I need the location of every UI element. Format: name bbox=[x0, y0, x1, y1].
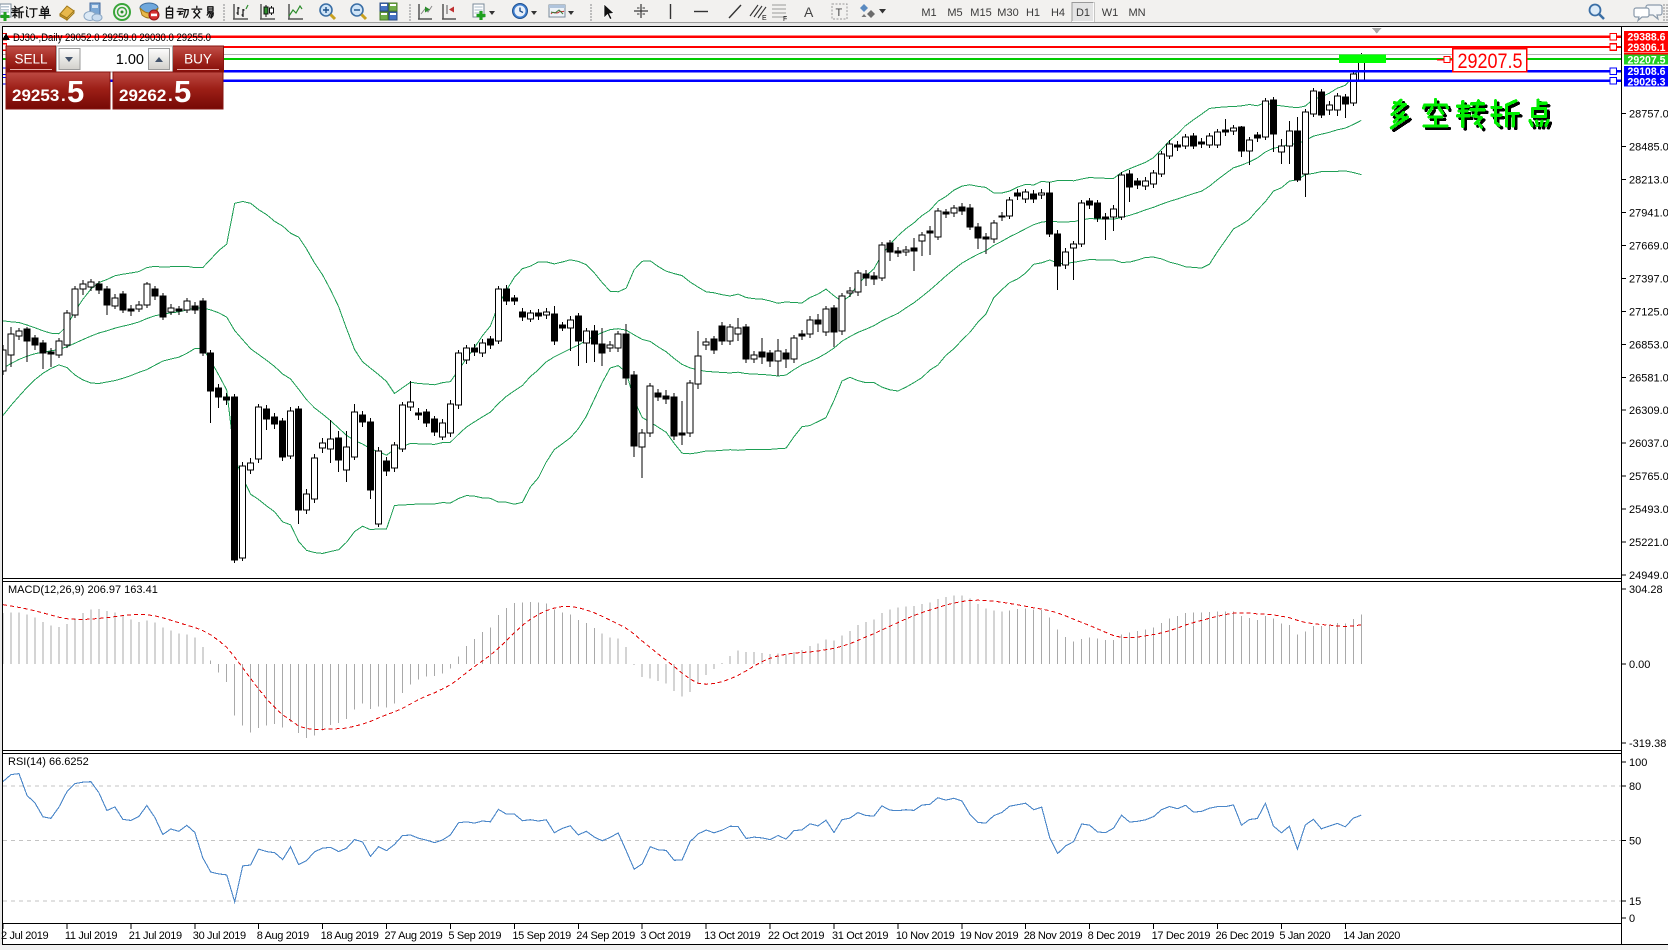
svg-text:5: 5 bbox=[67, 74, 84, 109]
svg-text:-319.38: -319.38 bbox=[1629, 738, 1666, 750]
svg-text:26309.0: 26309.0 bbox=[1629, 405, 1668, 417]
svg-text:29207.5: 29207.5 bbox=[1628, 54, 1666, 66]
svg-text:E: E bbox=[762, 15, 767, 22]
svg-text:27941.0: 27941.0 bbox=[1629, 207, 1668, 219]
svg-text:H4: H4 bbox=[1051, 7, 1065, 19]
svg-text:21 Jul 2019: 21 Jul 2019 bbox=[129, 930, 182, 942]
svg-text:0: 0 bbox=[1629, 913, 1635, 925]
svg-text:27669.0: 27669.0 bbox=[1629, 240, 1668, 252]
svg-text:13 Oct 2019: 13 Oct 2019 bbox=[704, 930, 760, 942]
svg-text:.: . bbox=[168, 86, 173, 105]
svg-text:5 Jan 2020: 5 Jan 2020 bbox=[1279, 930, 1330, 942]
svg-text:22 Oct 2019: 22 Oct 2019 bbox=[768, 930, 824, 942]
svg-text:26 Dec 2019: 26 Dec 2019 bbox=[1216, 930, 1275, 942]
svg-text:27397.0: 27397.0 bbox=[1629, 273, 1668, 285]
svg-text:17 Dec 2019: 17 Dec 2019 bbox=[1152, 930, 1211, 942]
svg-text:T: T bbox=[836, 7, 843, 19]
svg-text:29388.6: 29388.6 bbox=[1628, 32, 1666, 44]
svg-text:29026.3: 29026.3 bbox=[1628, 77, 1666, 89]
svg-text:80: 80 bbox=[1629, 781, 1641, 793]
svg-text:1.00: 1.00 bbox=[116, 52, 144, 68]
svg-text:MACD(12,26,9) 206.97 163.41: MACD(12,26,9) 206.97 163.41 bbox=[8, 584, 158, 596]
svg-text:19 Nov 2019: 19 Nov 2019 bbox=[960, 930, 1019, 942]
svg-text:M5: M5 bbox=[947, 7, 962, 19]
svg-text:10 Nov 2019: 10 Nov 2019 bbox=[896, 930, 955, 942]
svg-text:8 Dec 2019: 8 Dec 2019 bbox=[1088, 930, 1141, 942]
svg-text:SELL: SELL bbox=[14, 52, 48, 67]
svg-text:30 Jul 2019: 30 Jul 2019 bbox=[193, 930, 246, 942]
svg-text:RSI(14) 66.6252: RSI(14) 66.6252 bbox=[8, 756, 89, 768]
svg-text:29262: 29262 bbox=[119, 86, 166, 105]
svg-text:26581.0: 26581.0 bbox=[1629, 372, 1668, 384]
svg-text:2 Jul 2019: 2 Jul 2019 bbox=[1, 930, 48, 942]
svg-text:11 Jul 2019: 11 Jul 2019 bbox=[65, 930, 117, 942]
svg-text:25765.0: 25765.0 bbox=[1629, 471, 1668, 483]
svg-text:3 Oct 2019: 3 Oct 2019 bbox=[640, 930, 691, 942]
svg-text:D1: D1 bbox=[1076, 7, 1090, 19]
svg-text:25493.0: 25493.0 bbox=[1629, 504, 1668, 516]
svg-text:5: 5 bbox=[174, 74, 191, 109]
svg-text:304.28: 304.28 bbox=[1629, 584, 1663, 596]
svg-text:50: 50 bbox=[1629, 836, 1641, 848]
svg-text:29253: 29253 bbox=[12, 86, 59, 105]
svg-text:29207.5: 29207.5 bbox=[1458, 49, 1523, 73]
svg-text:100: 100 bbox=[1629, 757, 1647, 769]
svg-text:27125.0: 27125.0 bbox=[1629, 306, 1668, 318]
svg-text:M1: M1 bbox=[921, 7, 936, 19]
svg-text:29108.6: 29108.6 bbox=[1628, 66, 1666, 78]
svg-text:31 Oct 2019: 31 Oct 2019 bbox=[832, 930, 888, 942]
svg-text:F: F bbox=[783, 16, 787, 23]
svg-text:26853.0: 26853.0 bbox=[1629, 339, 1668, 351]
svg-text:5 Sep 2019: 5 Sep 2019 bbox=[448, 930, 501, 942]
svg-text:8 Aug 2019: 8 Aug 2019 bbox=[257, 930, 309, 942]
svg-text:0.00: 0.00 bbox=[1629, 659, 1650, 671]
svg-text:28 Nov 2019: 28 Nov 2019 bbox=[1024, 930, 1083, 942]
svg-text:MN: MN bbox=[1128, 7, 1145, 19]
svg-text:29306.1: 29306.1 bbox=[1628, 42, 1666, 54]
svg-text:15: 15 bbox=[1629, 896, 1641, 908]
svg-text:BUY: BUY bbox=[184, 52, 212, 67]
svg-text:28213.0: 28213.0 bbox=[1629, 174, 1668, 186]
svg-text:14 Jan 2020: 14 Jan 2020 bbox=[1343, 930, 1400, 942]
svg-text:.: . bbox=[61, 86, 66, 105]
svg-text:A: A bbox=[804, 4, 814, 20]
svg-text:26037.0: 26037.0 bbox=[1629, 438, 1668, 450]
svg-text:H1: H1 bbox=[1026, 7, 1040, 19]
svg-text:28757.0: 28757.0 bbox=[1629, 109, 1668, 121]
svg-text:M30: M30 bbox=[997, 7, 1018, 19]
svg-text:M15: M15 bbox=[970, 7, 991, 19]
svg-text:24 Sep 2019: 24 Sep 2019 bbox=[576, 930, 635, 942]
svg-text:24949.0: 24949.0 bbox=[1629, 570, 1668, 582]
svg-text:18 Aug 2019: 18 Aug 2019 bbox=[321, 930, 379, 942]
svg-text:28485.0: 28485.0 bbox=[1629, 142, 1668, 154]
svg-text:W1: W1 bbox=[1102, 7, 1119, 19]
svg-text:25221.0: 25221.0 bbox=[1629, 537, 1668, 549]
svg-text:27 Aug 2019: 27 Aug 2019 bbox=[385, 930, 443, 942]
svg-text:15 Sep 2019: 15 Sep 2019 bbox=[512, 930, 571, 942]
svg-text:DJ30-,Daily 29052.0 29259.0 2: DJ30-,Daily 29052.0 29259.0 29030.0 2925… bbox=[13, 32, 211, 44]
